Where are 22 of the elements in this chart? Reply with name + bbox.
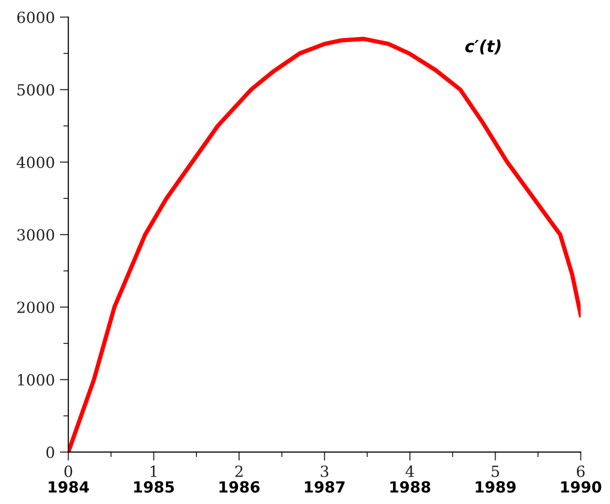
x-tick-label: 6 <box>576 466 585 478</box>
annotation: c′(t) <box>465 40 501 54</box>
x2-tick-label: 1986 <box>220 481 260 493</box>
x2-tick-label: 1984 <box>48 481 89 493</box>
x-tick-label: 3 <box>320 466 328 478</box>
x-tick-label: 2 <box>235 466 242 477</box>
y-tick-label: 0 <box>46 446 54 458</box>
x-tick-label: 0 <box>64 466 72 478</box>
y-tick-label: 4000 <box>16 156 54 168</box>
x2-tick-label: 1985 <box>134 481 174 493</box>
x2-tick-label: 1987 <box>304 481 345 493</box>
y-tick-label: 1000 <box>18 374 54 386</box>
y-tick-label: 2000 <box>17 302 54 314</box>
x-tick-label: 4 <box>406 466 414 477</box>
x-tick-label: 1 <box>150 466 156 477</box>
y-tick-label: 6000 <box>17 12 54 24</box>
y-tick-label: 3000 <box>17 229 54 241</box>
x2-tick-label: 1990 <box>561 481 602 493</box>
x-tick-label: 5 <box>492 466 499 478</box>
x2-tick-label: 1988 <box>390 481 430 493</box>
x2-tick-label: 1989 <box>476 481 516 493</box>
y-tick-label: 5000 <box>18 84 54 96</box>
